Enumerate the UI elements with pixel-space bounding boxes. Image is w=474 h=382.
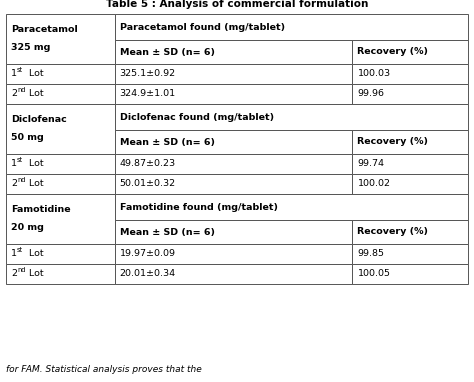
Text: nd: nd xyxy=(17,267,26,274)
Text: 1: 1 xyxy=(11,70,17,78)
Bar xyxy=(115,14,468,40)
Bar xyxy=(115,104,468,130)
Bar xyxy=(6,84,115,104)
Text: 2: 2 xyxy=(11,269,17,278)
Bar xyxy=(6,104,115,154)
Bar xyxy=(353,40,468,64)
Text: Paracetamol: Paracetamol xyxy=(11,26,78,34)
Text: 50.01±0.32: 50.01±0.32 xyxy=(119,180,176,188)
Bar xyxy=(6,264,115,284)
Text: nd: nd xyxy=(17,87,26,94)
Text: Paracetamol found (mg/tablet): Paracetamol found (mg/tablet) xyxy=(119,23,285,31)
Bar xyxy=(353,84,468,104)
Bar xyxy=(353,64,468,84)
Text: Recovery (%): Recovery (%) xyxy=(357,138,428,147)
Text: Lot: Lot xyxy=(26,180,44,188)
Bar xyxy=(353,220,468,244)
Text: Mean ± SD (n= 6): Mean ± SD (n= 6) xyxy=(119,47,215,57)
Text: nd: nd xyxy=(17,178,26,183)
Bar xyxy=(353,264,468,284)
Text: Recovery (%): Recovery (%) xyxy=(357,228,428,236)
Bar xyxy=(353,130,468,154)
Text: 325.1±0.92: 325.1±0.92 xyxy=(119,70,176,78)
Text: 100.02: 100.02 xyxy=(357,180,391,188)
Bar xyxy=(6,154,115,174)
Text: 1: 1 xyxy=(11,249,17,259)
Bar xyxy=(6,14,115,64)
Bar xyxy=(115,64,353,84)
Text: Table 5 : Analysis of commercial formulation: Table 5 : Analysis of commercial formula… xyxy=(106,0,368,9)
Text: 2: 2 xyxy=(11,89,17,99)
Text: Recovery (%): Recovery (%) xyxy=(357,47,428,57)
Bar xyxy=(353,174,468,194)
Text: Lot: Lot xyxy=(26,89,44,99)
Bar xyxy=(115,40,353,64)
Text: 1: 1 xyxy=(11,160,17,168)
Bar xyxy=(115,244,353,264)
Bar xyxy=(115,174,353,194)
Text: 99.85: 99.85 xyxy=(357,249,384,259)
Text: Mean ± SD (n= 6): Mean ± SD (n= 6) xyxy=(119,228,215,236)
Text: Lot: Lot xyxy=(26,70,44,78)
Bar xyxy=(353,244,468,264)
Text: 324.9±1.01: 324.9±1.01 xyxy=(119,89,176,99)
Text: st: st xyxy=(17,68,23,73)
Text: 20.01±0.34: 20.01±0.34 xyxy=(119,269,176,278)
Text: Lot: Lot xyxy=(26,269,44,278)
Text: st: st xyxy=(17,157,23,163)
Text: 325 mg: 325 mg xyxy=(11,44,50,52)
Bar xyxy=(115,264,353,284)
Text: 20 mg: 20 mg xyxy=(11,223,44,233)
Text: Diclofenac: Diclofenac xyxy=(11,115,67,125)
Text: Famotidine: Famotidine xyxy=(11,206,71,215)
Text: 99.96: 99.96 xyxy=(357,89,384,99)
Bar xyxy=(115,84,353,104)
Text: 49.87±0.23: 49.87±0.23 xyxy=(119,160,176,168)
Bar xyxy=(6,244,115,264)
Text: 100.05: 100.05 xyxy=(357,269,391,278)
Text: for FAM. Statistical analysis proves that the: for FAM. Statistical analysis proves tha… xyxy=(6,365,202,374)
Bar xyxy=(115,194,468,220)
Text: 100.03: 100.03 xyxy=(357,70,391,78)
Text: Diclofenac found (mg/tablet): Diclofenac found (mg/tablet) xyxy=(119,113,273,121)
Text: 50 mg: 50 mg xyxy=(11,133,44,142)
Text: Mean ± SD (n= 6): Mean ± SD (n= 6) xyxy=(119,138,215,147)
Text: 2: 2 xyxy=(11,180,17,188)
Bar xyxy=(6,174,115,194)
Bar xyxy=(353,154,468,174)
Text: 19.97±0.09: 19.97±0.09 xyxy=(119,249,175,259)
Text: Famotidine found (mg/tablet): Famotidine found (mg/tablet) xyxy=(119,202,278,212)
Bar xyxy=(115,154,353,174)
Bar xyxy=(115,220,353,244)
Text: Lot: Lot xyxy=(26,160,44,168)
Text: 99.74: 99.74 xyxy=(357,160,384,168)
Text: Lot: Lot xyxy=(26,249,44,259)
Bar xyxy=(115,130,353,154)
Bar xyxy=(6,194,115,244)
Bar xyxy=(6,64,115,84)
Text: st: st xyxy=(17,248,23,254)
